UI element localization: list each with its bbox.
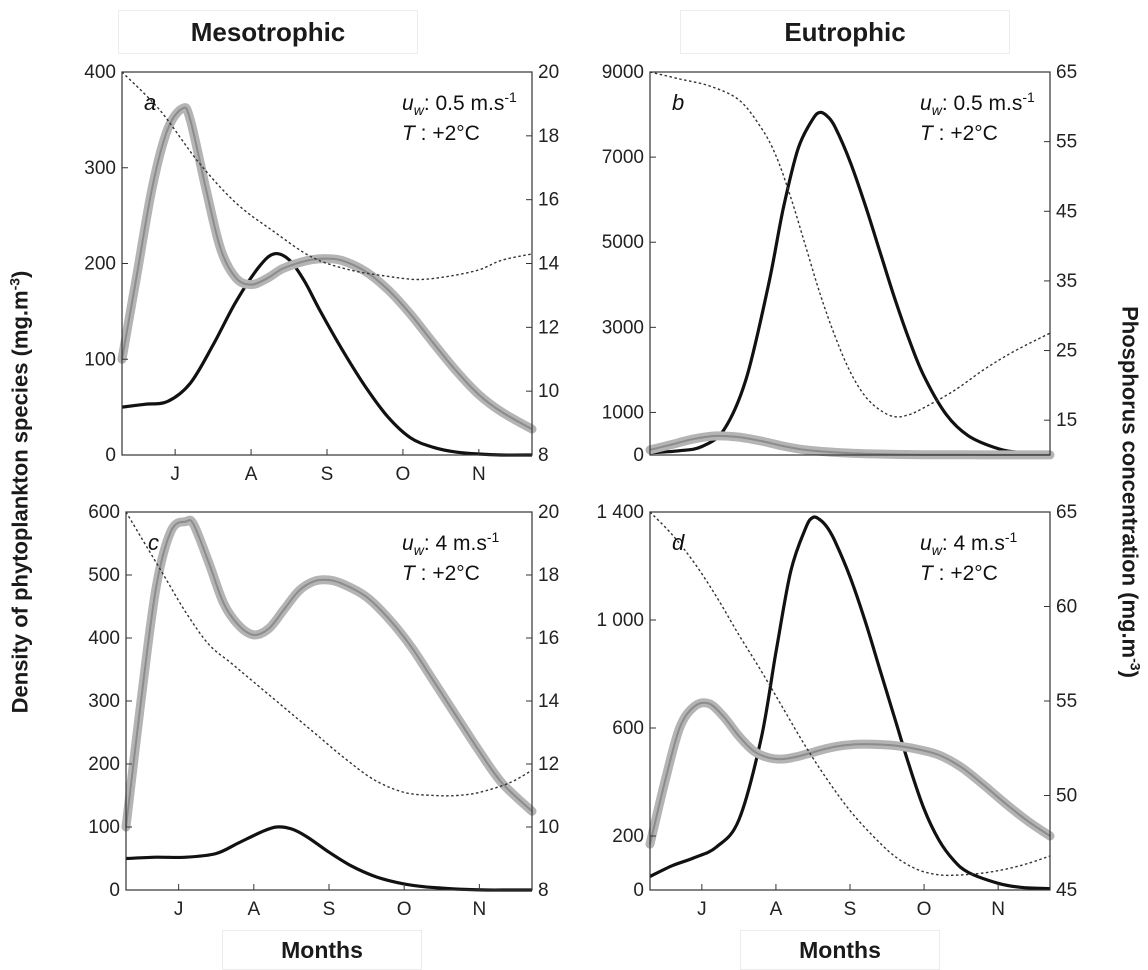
y2-tick-label: 16 xyxy=(538,628,559,649)
y2-tick-label: 20 xyxy=(538,502,559,523)
y2-tick-label: 45 xyxy=(1056,880,1077,901)
panel-b: 0 1000 3000 5000 7000 9000 15 25 35 45 55 65 b uw: 0.… xyxy=(602,62,1077,466)
y-tick-label: 0 xyxy=(633,445,644,466)
annotation-wind: uw: 0.5 m.s-1 xyxy=(402,89,517,118)
y-tick-label: 5000 xyxy=(602,232,644,253)
annotation-wind: uw: 4 m.s-1 xyxy=(920,529,1017,558)
y-tick-label: 1000 xyxy=(602,402,644,423)
y-tick-label: 0 xyxy=(105,445,116,466)
y-tick-label: 0 xyxy=(109,880,120,901)
y2-tick-label: 65 xyxy=(1056,62,1077,83)
y-tick-label: 200 xyxy=(612,826,644,847)
x-tick-label: N xyxy=(473,899,487,920)
y2-tick-label: 50 xyxy=(1056,786,1077,807)
series-phosphorus-dotted xyxy=(125,511,533,797)
x-tick-label: O xyxy=(396,464,411,485)
y2-tick-label: 18 xyxy=(538,126,559,147)
series-phosphorus-dotted xyxy=(649,511,1051,877)
series-gray-line xyxy=(125,519,533,828)
y-tick-label: 500 xyxy=(88,565,120,586)
y2-tick-label: 8 xyxy=(538,445,549,466)
y-tick-label: 9000 xyxy=(602,62,644,83)
series-black-line xyxy=(121,251,533,457)
y2-tick-label: 35 xyxy=(1056,271,1077,292)
y-tick-label: 3000 xyxy=(602,317,644,338)
panel-letter: d xyxy=(672,530,685,555)
plot-frame xyxy=(649,71,1051,456)
x-tick-label: A xyxy=(245,464,258,485)
y-tick-label: 100 xyxy=(88,817,120,838)
panel-letter: b xyxy=(672,90,684,115)
y-tick-label: 600 xyxy=(88,502,120,523)
series-phosphorus-dotted xyxy=(649,71,1051,418)
x-tick-label: O xyxy=(917,899,932,920)
series-black-line xyxy=(649,515,1051,891)
y2-tick-label: 55 xyxy=(1056,691,1077,712)
y-tick-label: 600 xyxy=(612,718,644,739)
series-phosphorus-dotted xyxy=(121,71,533,281)
y-tick-label: 300 xyxy=(88,691,120,712)
y2-tick-label: 14 xyxy=(538,691,560,712)
series-gray-line xyxy=(649,701,1051,845)
panel-letter: a xyxy=(144,90,156,115)
series-black-line xyxy=(125,825,532,892)
y-tick-label: 1 400 xyxy=(596,502,644,523)
y2-tick-label: 8 xyxy=(538,880,549,901)
panel-a: 0 100 200 300 400 8 10 12 14 16 18 20 J A S O Na uw: 0.5 … xyxy=(84,62,559,485)
panel-c: 0 100 200 300 400 500 600 8 10 12 14 16 18 20 J A S O Nc uw… xyxy=(88,502,559,920)
x-tick-label: S xyxy=(844,899,857,920)
series-gray-band xyxy=(117,103,537,434)
y-tick-label: 200 xyxy=(84,254,116,275)
y2-tick-label: 10 xyxy=(538,381,559,402)
x-tick-label: S xyxy=(321,464,334,485)
series-black-line xyxy=(649,110,1051,456)
y2-tick-label: 45 xyxy=(1056,201,1077,222)
x-tick-label: J xyxy=(174,899,184,920)
y-tick-label: 7000 xyxy=(602,147,644,168)
annotation-wind: uw: 4 m.s-1 xyxy=(402,529,499,558)
x-tick-label: N xyxy=(991,899,1005,920)
y-tick-label: 400 xyxy=(84,62,116,83)
series-gray-band xyxy=(645,698,1055,849)
annotation-temperature: T : +2°C xyxy=(920,122,998,145)
y-tick-label: 300 xyxy=(84,158,116,179)
x-axis-title-left: Months xyxy=(222,930,422,970)
y2-tick-label: 55 xyxy=(1056,132,1077,153)
y2-tick-label: 60 xyxy=(1056,597,1077,618)
y2-tick-label: 12 xyxy=(538,317,559,338)
y2-tick-label: 18 xyxy=(538,565,559,586)
x-tick-label: J xyxy=(697,899,707,920)
annotation-temperature: T : +2°C xyxy=(402,562,480,585)
x-tick-label: S xyxy=(323,899,336,920)
x-tick-label: A xyxy=(770,899,783,920)
y-tick-label: 200 xyxy=(88,754,120,775)
annotation-temperature: T : +2°C xyxy=(402,122,480,145)
y2-tick-label: 20 xyxy=(538,62,559,83)
x-tick-label: J xyxy=(170,464,180,485)
x-tick-label: O xyxy=(397,899,412,920)
panel-letter: c xyxy=(148,530,159,555)
panel-d: 0 200 600 1 000 1 400 45 50 55 60 65 J A S O Nd uw: 4 m… xyxy=(596,502,1077,920)
series-gray-line xyxy=(121,106,533,430)
y2-tick-label: 10 xyxy=(538,817,559,838)
x-tick-label: N xyxy=(472,464,486,485)
annotation-wind: uw: 0.5 m.s-1 xyxy=(920,89,1035,118)
y2-tick-label: 14 xyxy=(538,254,560,275)
x-tick-label: A xyxy=(247,899,260,920)
y2-tick-label: 15 xyxy=(1056,410,1077,431)
column-title-mesotrophic: Mesotrophic xyxy=(118,10,418,54)
annotation-temperature: T : +2°C xyxy=(920,562,998,585)
y-tick-label: 400 xyxy=(88,628,120,649)
y-tick-label: 100 xyxy=(84,349,116,370)
y2-tick-label: 65 xyxy=(1056,502,1077,523)
y2-tick-label: 16 xyxy=(538,190,559,211)
y-tick-label: 0 xyxy=(633,880,644,901)
y2-tick-label: 12 xyxy=(538,754,559,775)
column-title-eutrophic: Eutrophic xyxy=(680,10,1010,54)
y-tick-label: 1 000 xyxy=(596,610,644,631)
y2-tick-label: 25 xyxy=(1056,341,1077,362)
